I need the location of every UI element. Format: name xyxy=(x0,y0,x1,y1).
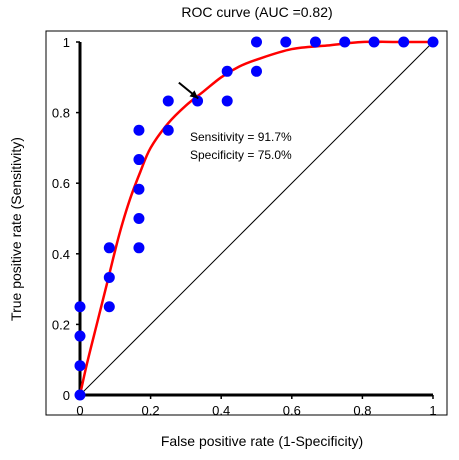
roc-data-point xyxy=(221,95,233,107)
roc-data-point xyxy=(251,36,262,48)
roc-data-point xyxy=(398,36,410,48)
roc-data-point xyxy=(162,124,174,136)
roc-data-point xyxy=(74,330,86,342)
x-tick-label: 1 xyxy=(429,403,436,418)
y-axis-label: True positive rate (Sensitivity) xyxy=(8,137,24,321)
annotation-sensitivity: Sensitivity = 91.7% xyxy=(190,130,292,144)
x-axis-label: False positive rate (1-Specificity) xyxy=(161,433,363,449)
roc-data-point xyxy=(133,124,145,136)
x-tick-label: 0.4 xyxy=(212,403,230,418)
roc-data-point xyxy=(368,36,380,48)
roc-data-point xyxy=(339,36,351,48)
y-tick-label: 0 xyxy=(63,388,70,403)
roc-data-point xyxy=(309,36,321,48)
roc-data-point xyxy=(133,242,145,254)
y-tick-label: 0.6 xyxy=(52,176,70,191)
annotation-specificity: Specificity = 75.0% xyxy=(190,148,292,162)
y-tick-label: 0.8 xyxy=(52,106,70,121)
chart-title: ROC curve (AUC =0.82) xyxy=(181,4,332,20)
plot-frame xyxy=(45,30,448,416)
x-tick-label: 0.6 xyxy=(283,403,301,418)
y-tick-label: 0.2 xyxy=(52,317,70,332)
roc-data-point xyxy=(74,301,86,313)
y-tick-label: 1 xyxy=(63,35,70,50)
roc-data-point xyxy=(133,213,145,224)
roc-data-point xyxy=(74,360,86,372)
x-tick-label: 0.8 xyxy=(353,403,371,418)
roc-data-point xyxy=(280,36,292,48)
y-tick-label: 0.4 xyxy=(52,247,70,262)
x-tick-label: 0.2 xyxy=(142,403,160,418)
roc-data-point xyxy=(133,154,145,166)
roc-data-point xyxy=(192,95,204,107)
roc-data-point xyxy=(162,95,174,107)
roc-data-point xyxy=(251,65,262,77)
roc-data-point xyxy=(427,36,439,48)
roc-data-point xyxy=(133,183,145,195)
x-tick-label: 0 xyxy=(76,403,83,418)
roc-data-point xyxy=(74,389,86,401)
roc-data-point xyxy=(221,65,233,77)
roc-data-point xyxy=(103,242,115,254)
annotation-arrow-head xyxy=(189,90,199,99)
roc-data-point xyxy=(103,271,115,283)
reference-diagonal-line xyxy=(79,41,434,396)
roc-data-point xyxy=(103,301,115,313)
